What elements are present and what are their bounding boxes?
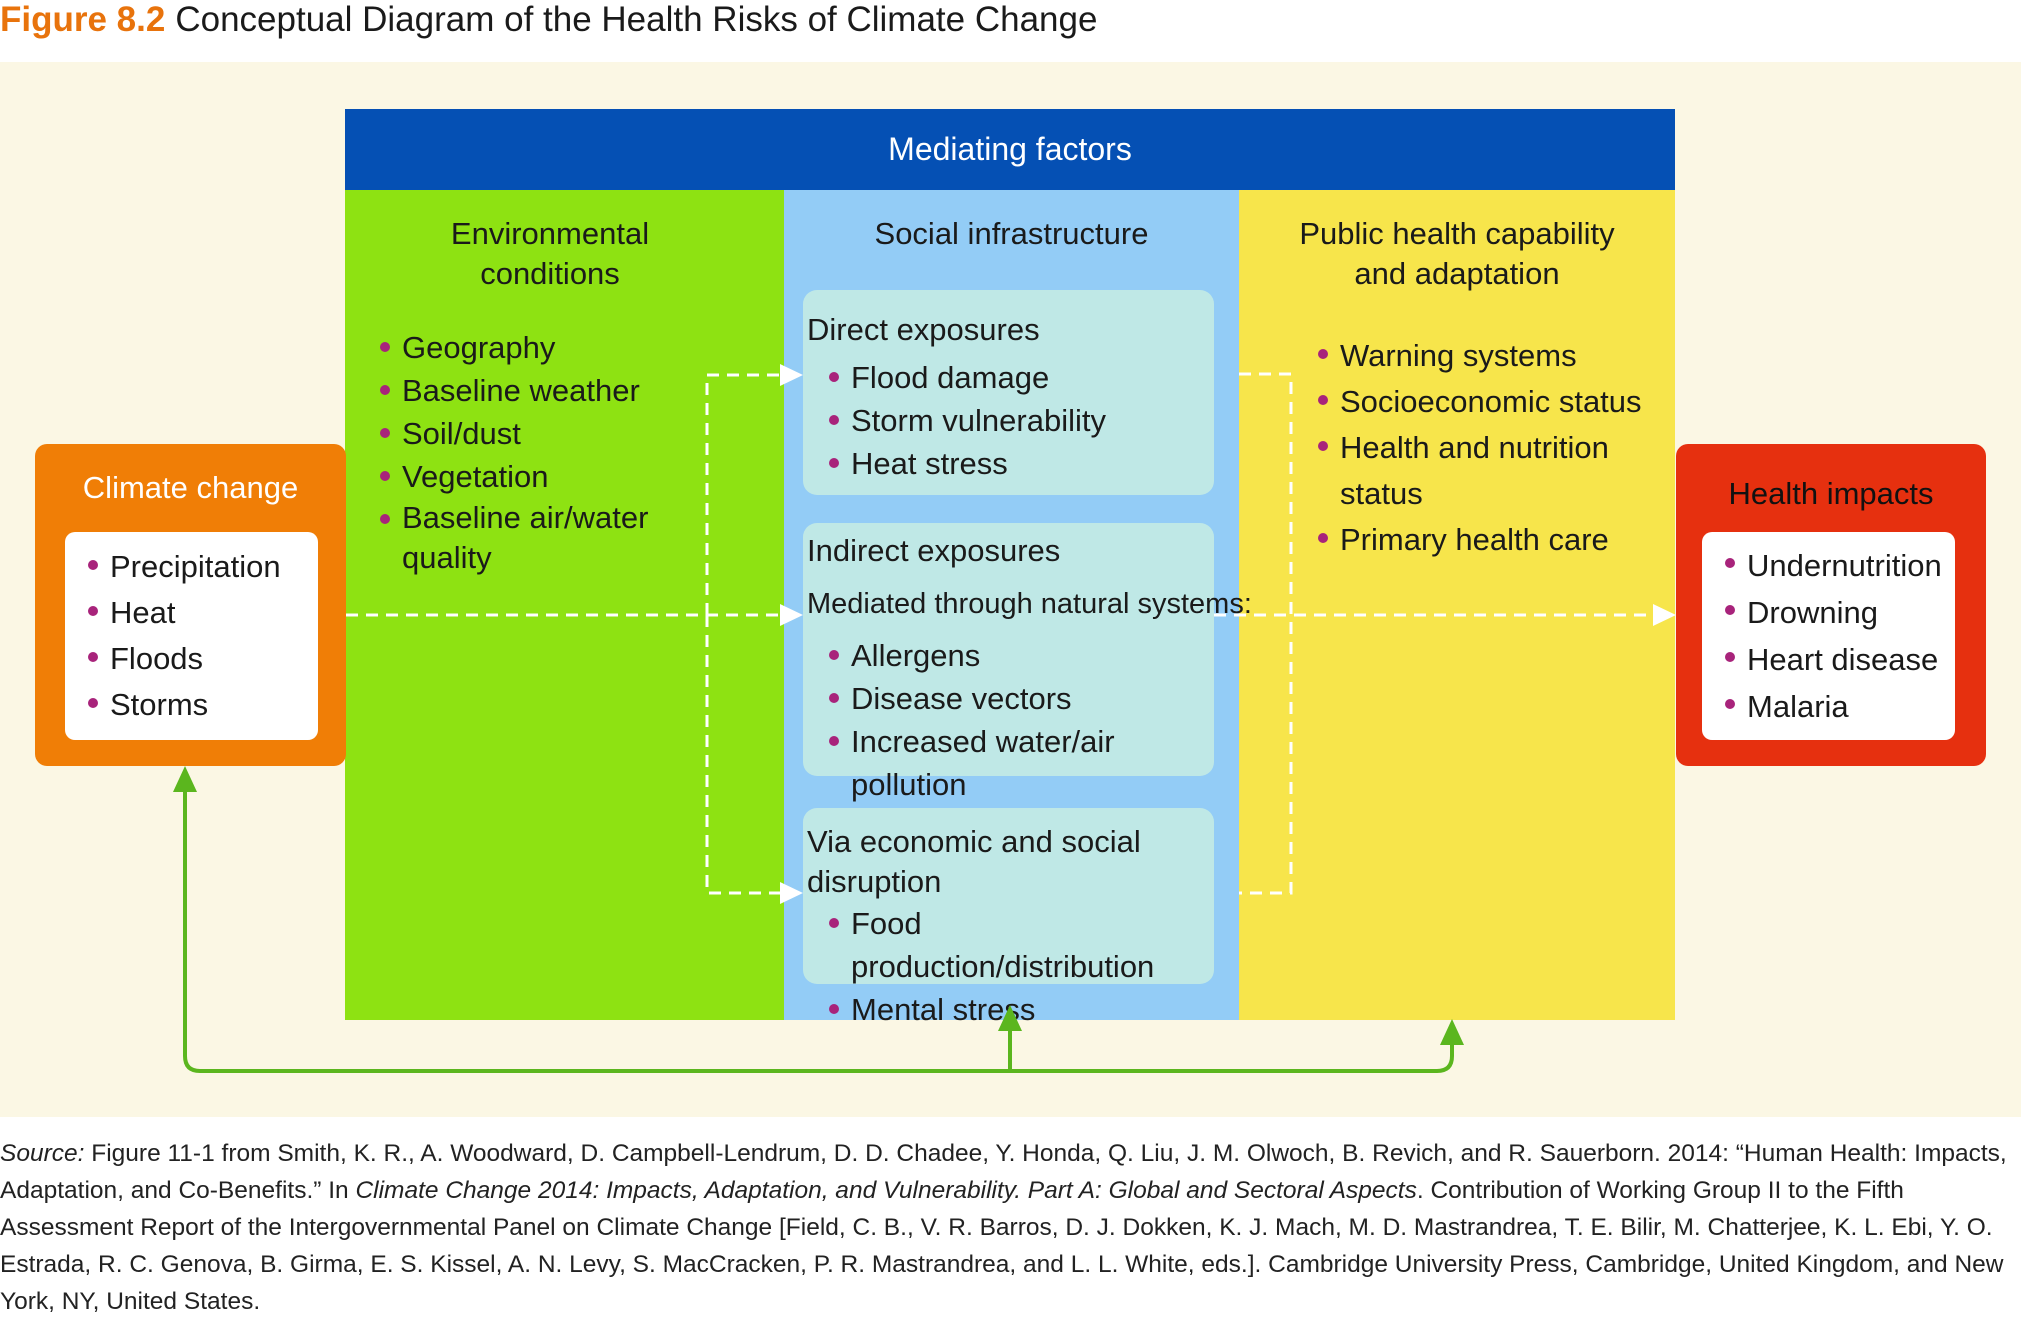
environmental-conditions-column [345,190,784,1020]
direct-exposures-list: Flood damage Storm vulnerability Heat st… [827,356,1207,485]
indirect-exposures-box [803,523,1214,776]
list-item: Socioeconomic status [1316,379,1686,425]
social-infrastructure-title: Social infrastructure [874,216,1149,251]
list-item: Vegetation [378,455,678,498]
indirect-exposures-list: Allergens Disease vectors Increased wate… [827,634,1212,806]
list-item: Undernutrition [1723,542,1963,589]
list-item: Disease vectors [827,677,1212,720]
list-item: Floods [86,636,306,682]
economic-disruption-title: Via economic and social disruption [807,824,1141,899]
list-item: Baseline weather [378,369,678,412]
list-item: Baseline air/water quality [378,498,678,578]
list-item: Health and nutrition status [1316,425,1686,517]
list-item: Precipitation [86,544,306,590]
economic-disruption-list: Food production/distribution Mental stre… [827,902,1212,1031]
list-item: Food production/distribution [827,902,1212,988]
climate-change-title: Climate change [82,470,299,505]
list-item: Storm vulnerability [827,399,1207,442]
environmental-conditions-title: Environmental conditions [450,216,650,291]
list-item: Geography [378,326,678,369]
source-label: Source: [0,1140,85,1167]
mediating-factors-label: Mediating factors [888,131,1132,167]
public-health-list: Warning systems Socioeconomic status Hea… [1316,333,1686,563]
list-item: Heat [86,590,306,636]
health-impacts-inner-panel [1702,532,1955,740]
indirect-exposures-title: Indirect exposures [807,533,1061,568]
public-health-column [1239,190,1675,1020]
list-item: Heat stress [827,442,1207,485]
list-item: Allergens [827,634,1212,677]
climate-change-inner-panel [65,532,318,740]
figure-number: Figure 8.2 [0,0,166,39]
source-text-part1: Figure 11-1 from Smith, K. R., A. Woodwa… [0,1140,2007,1204]
list-item: Mental stress [827,988,1212,1031]
mediating-factors-header: Mediating factors [345,109,1675,190]
health-impacts-title: Health impacts [1728,476,1934,511]
direct-exposures-title: Direct exposures [807,312,1040,347]
list-item: Malaria [1723,683,1963,730]
list-item: Heart disease [1723,636,1963,683]
health-impacts-list: Undernutrition Drowning Heart disease Ma… [1723,542,1963,730]
list-item: Flood damage [827,356,1207,399]
indirect-exposures-note: Mediated through natural systems: [807,588,1252,620]
list-item: Increased water/air pollution [827,720,1212,806]
list-item: Storms [86,682,306,728]
list-item: Soil/dust [378,412,678,455]
public-health-title: Public health capability and adaptation [1299,216,1615,291]
list-item: Drowning [1723,589,1963,636]
source-note: Source: Figure 11-1 from Smith, K. R., A… [0,1135,2010,1320]
source-text-part2: . Contribution of Working Group II to th… [0,1177,2004,1315]
direct-exposures-box [803,290,1214,495]
figure-title-text: Conceptual Diagram of the Health Risks o… [175,0,1098,39]
environmental-conditions-list: Geography Baseline weather Soil/dust Veg… [378,326,678,578]
list-item: Warning systems [1316,333,1686,379]
figure-title: Figure 8.2 Conceptual Diagram of the Heal… [0,0,1097,40]
climate-change-list: Precipitation Heat Floods Storms [86,544,306,728]
list-item: Primary health care [1316,517,1686,563]
source-book-title: Climate Change 2014: Impacts, Adaptation… [355,1177,1417,1204]
